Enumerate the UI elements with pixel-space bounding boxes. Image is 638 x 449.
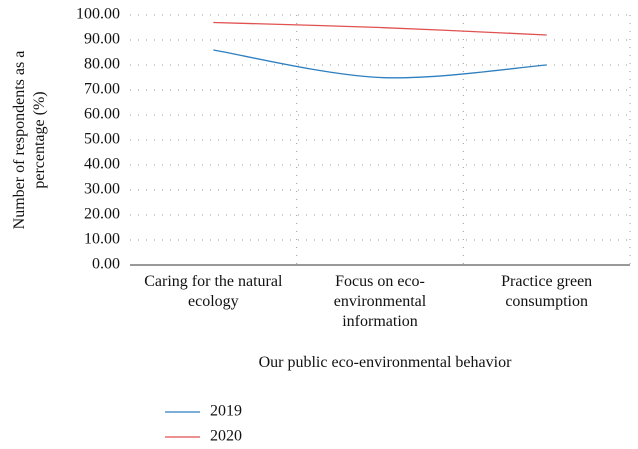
series-line xyxy=(213,21,547,36)
y-tick-label: 100.00 xyxy=(76,6,120,23)
x-tick-label: Caring for the natural ecology xyxy=(144,273,283,310)
y-tick-label: 50.00 xyxy=(84,131,120,148)
x-axis-label: Our public eco-environmental behavior xyxy=(258,354,512,371)
y-tick-label: 30.00 xyxy=(84,181,120,198)
y-axis-label: Number of respondents as a percentage (%… xyxy=(11,50,48,230)
x-tick-label: Practice green consumption xyxy=(501,273,593,310)
y-tick-label: 60.00 xyxy=(84,106,120,123)
y-tick-label: 0.00 xyxy=(92,256,120,273)
series-line xyxy=(213,49,547,79)
y-tick-label: 80.00 xyxy=(84,56,120,73)
legend-label: 2019 xyxy=(210,403,242,420)
legend-label: 2020 xyxy=(210,428,242,445)
y-tick-label: 70.00 xyxy=(84,81,120,98)
y-tick-label: 90.00 xyxy=(84,31,120,48)
y-tick-label: 20.00 xyxy=(84,206,120,223)
y-tick-label: 10.00 xyxy=(84,231,120,248)
x-tick-label: Focus on eco-environmental information xyxy=(333,273,427,330)
y-tick-label: 40.00 xyxy=(84,156,120,173)
